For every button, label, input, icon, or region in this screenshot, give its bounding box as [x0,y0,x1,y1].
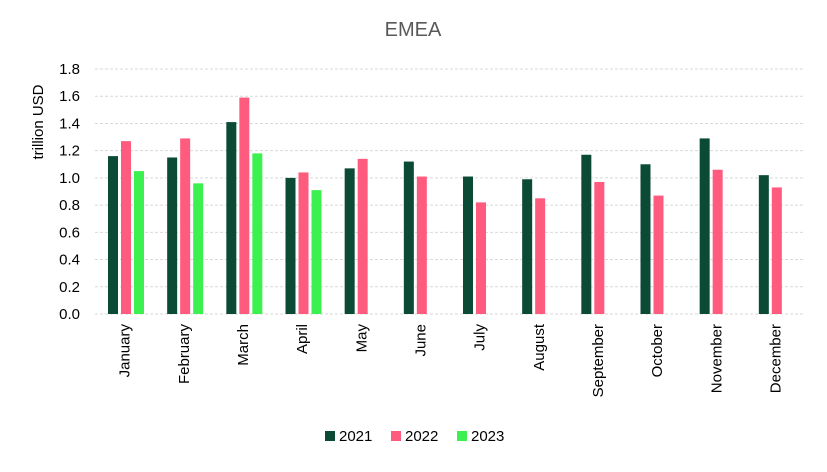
bar-2021-january [108,156,118,314]
y-tick-label: 0.8 [59,197,80,214]
bar-2021-december [758,175,769,314]
y-tick-label: 1.8 [59,61,80,78]
y-axis-label: trillion USD [30,84,47,159]
bar-2021-april [285,177,296,314]
y-tick-label: 0.4 [59,252,80,269]
x-tick-label: September [590,324,607,397]
bar-2022-december [771,187,782,314]
x-tick-label: May [353,324,370,353]
bar-2022-february [180,138,191,314]
bar-2021-september [581,154,592,314]
bar-2022-september [594,181,605,314]
gridlines [95,68,805,315]
bar-2022-march [239,97,250,314]
bar-2021-july [463,176,473,314]
legend-swatch-2022 [391,431,401,441]
bar-2022-june [416,176,427,314]
y-tick-label: 1.0 [59,170,80,187]
bars [108,97,782,314]
legend-label-2023: 2023 [471,428,504,445]
x-tick-label: November [708,324,725,393]
x-tick-label: August [531,323,548,371]
y-tick-label: 0.6 [59,224,80,241]
bar-2023-february [193,183,204,314]
bar-2021-march [226,122,237,314]
y-tick-label: 0.0 [59,306,80,323]
x-tick-label: February [176,324,193,385]
x-tick-label: January [117,324,134,378]
bar-2022-july [476,202,486,314]
bar-2021-november [699,138,710,314]
y-tick-label: 0.2 [59,279,80,296]
bar-2021-june [403,161,414,314]
legend-label-2022: 2022 [405,428,438,445]
y-axis-ticks: 0.0 0.2 0.4 0.6 0.8 1.0 1.2 1.4 1.6 1.8 [59,61,80,323]
x-tick-label: March [235,324,252,366]
bar-2022-november [712,169,723,314]
x-axis-labels: January February March April May June July Augu… [117,323,785,397]
y-tick-label: 1.4 [59,115,80,132]
bar-2023-january [134,171,144,314]
y-tick-label: 1.6 [59,88,80,105]
x-tick-label: June [412,324,429,357]
bar-2021-february [167,157,178,314]
bar-2022-april [298,172,309,314]
legend-swatch-2021 [325,431,335,441]
bar-2023-march [252,153,263,314]
bar-2022-january [121,141,131,314]
y-tick-label: 1.2 [59,143,80,160]
bar-2022-august [535,198,546,314]
x-tick-label: October [649,324,666,377]
chart-title: EMEA [385,19,442,41]
x-tick-label: April [294,324,311,354]
bar-2022-october [653,195,664,314]
x-tick-label: December [767,324,784,393]
bar-2023-april [311,190,322,314]
legend-label-2021: 2021 [339,428,372,445]
legend: 2021 2022 2023 [325,428,504,445]
x-tick-label: July [472,324,489,351]
legend-swatch-2023 [457,431,467,441]
bar-2022-may [357,158,368,314]
bar-2021-august [522,179,533,314]
bar-2021-october [640,164,651,314]
bar-2021-may [344,168,355,314]
